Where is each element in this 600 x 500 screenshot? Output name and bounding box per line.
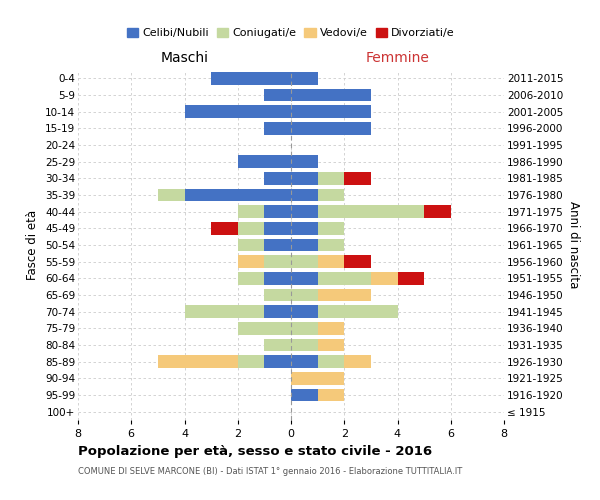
Bar bbox=[291, 372, 344, 384]
Bar bbox=[291, 106, 371, 118]
Bar bbox=[371, 272, 398, 284]
Bar bbox=[317, 256, 344, 268]
Bar bbox=[291, 389, 317, 401]
Bar bbox=[265, 289, 291, 301]
Bar bbox=[238, 206, 265, 218]
Bar bbox=[344, 356, 371, 368]
Bar bbox=[265, 239, 291, 251]
Text: Popolazione per età, sesso e stato civile - 2016: Popolazione per età, sesso e stato civil… bbox=[78, 445, 432, 458]
Bar bbox=[185, 106, 291, 118]
Bar bbox=[317, 289, 371, 301]
Bar bbox=[291, 172, 317, 184]
Bar bbox=[291, 239, 317, 251]
Bar bbox=[265, 306, 291, 318]
Bar bbox=[317, 389, 344, 401]
Legend: Celibi/Nubili, Coniugati/e, Vedovi/e, Divorziati/e: Celibi/Nubili, Coniugati/e, Vedovi/e, Di… bbox=[123, 23, 459, 42]
Bar bbox=[185, 306, 265, 318]
Bar bbox=[238, 156, 291, 168]
Bar bbox=[317, 222, 344, 234]
Bar bbox=[291, 356, 317, 368]
Y-axis label: Anni di nascita: Anni di nascita bbox=[567, 202, 580, 288]
Bar bbox=[398, 272, 424, 284]
Y-axis label: Fasce di età: Fasce di età bbox=[26, 210, 40, 280]
Bar bbox=[265, 122, 291, 134]
Bar bbox=[291, 289, 317, 301]
Bar bbox=[291, 156, 317, 168]
Bar bbox=[185, 188, 291, 201]
Bar bbox=[291, 89, 371, 101]
Bar bbox=[265, 206, 291, 218]
Text: Maschi: Maschi bbox=[161, 51, 209, 65]
Bar bbox=[344, 172, 371, 184]
Bar bbox=[238, 356, 265, 368]
Bar bbox=[265, 339, 291, 351]
Bar bbox=[291, 72, 317, 85]
Bar bbox=[344, 256, 371, 268]
Bar bbox=[291, 272, 317, 284]
Text: COMUNE DI SELVE MARCONE (BI) - Dati ISTAT 1° gennaio 2016 - Elaborazione TUTTITA: COMUNE DI SELVE MARCONE (BI) - Dati ISTA… bbox=[78, 468, 462, 476]
Bar bbox=[265, 256, 291, 268]
Bar bbox=[158, 356, 238, 368]
Bar bbox=[238, 322, 291, 334]
Bar bbox=[291, 322, 317, 334]
Bar bbox=[291, 222, 317, 234]
Bar bbox=[238, 239, 265, 251]
Bar bbox=[317, 239, 344, 251]
Bar bbox=[238, 272, 265, 284]
Bar bbox=[238, 256, 265, 268]
Bar bbox=[317, 188, 344, 201]
Bar bbox=[211, 72, 291, 85]
Bar bbox=[317, 356, 344, 368]
Bar bbox=[265, 172, 291, 184]
Bar bbox=[265, 222, 291, 234]
Bar bbox=[158, 188, 185, 201]
Bar bbox=[424, 206, 451, 218]
Bar bbox=[317, 322, 344, 334]
Bar bbox=[291, 339, 317, 351]
Bar bbox=[317, 339, 344, 351]
Bar bbox=[265, 89, 291, 101]
Bar bbox=[238, 222, 265, 234]
Bar bbox=[211, 222, 238, 234]
Bar bbox=[291, 206, 317, 218]
Text: Femmine: Femmine bbox=[365, 51, 430, 65]
Bar bbox=[291, 122, 371, 134]
Bar bbox=[265, 272, 291, 284]
Bar bbox=[317, 272, 371, 284]
Bar bbox=[291, 188, 317, 201]
Bar bbox=[317, 206, 424, 218]
Bar bbox=[317, 172, 344, 184]
Bar bbox=[291, 306, 317, 318]
Bar bbox=[291, 256, 317, 268]
Bar bbox=[265, 356, 291, 368]
Bar bbox=[317, 306, 398, 318]
